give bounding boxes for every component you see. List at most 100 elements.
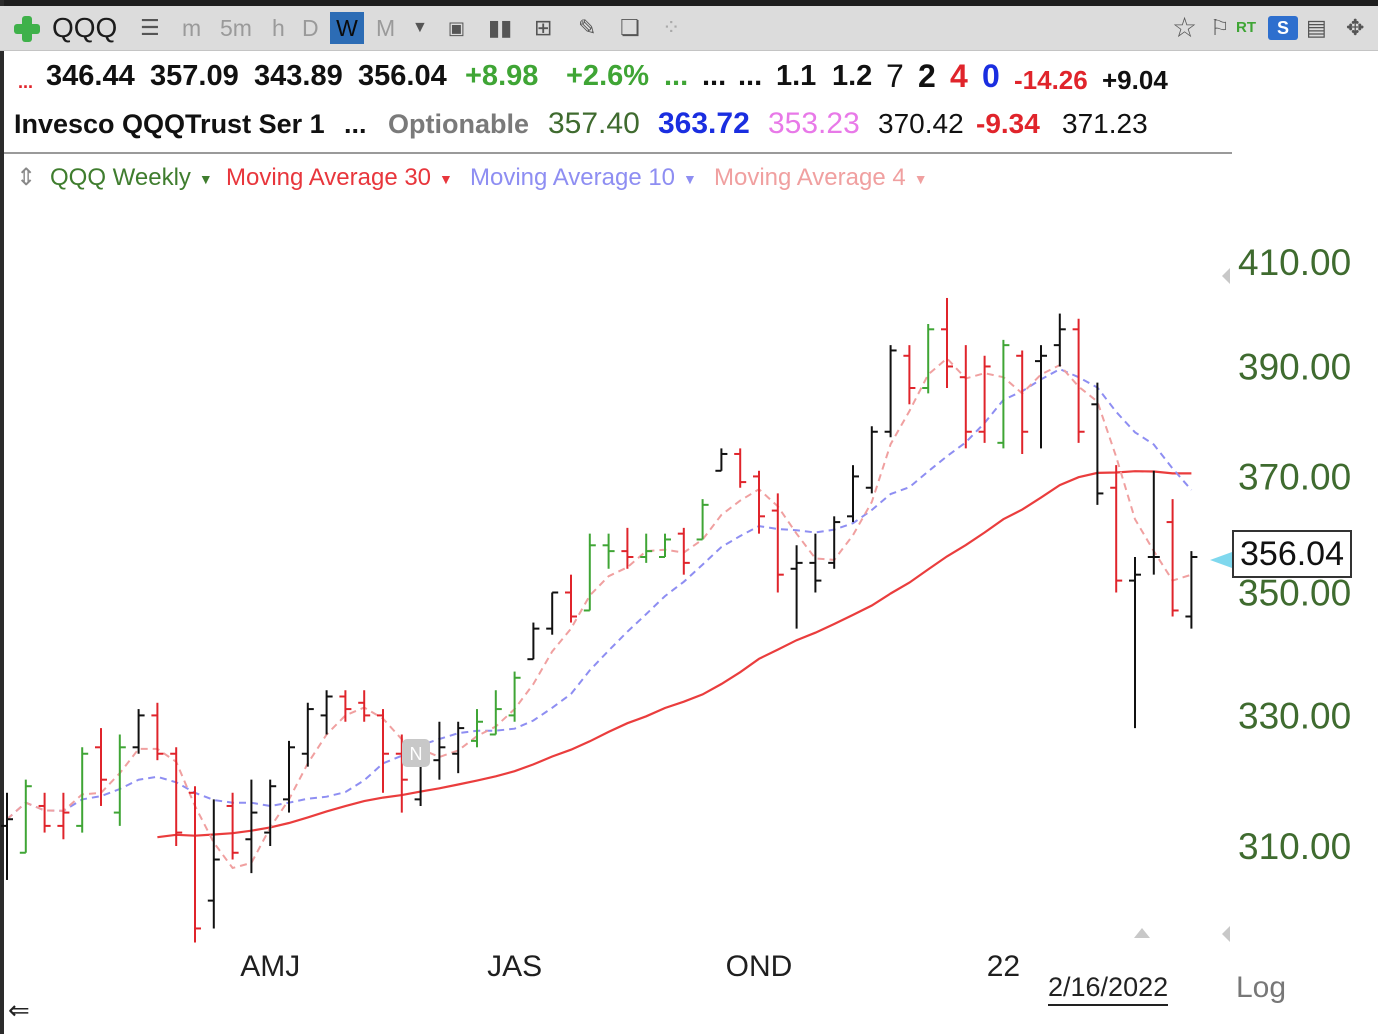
ohlc-bar: [640, 533, 653, 563]
interval-week[interactable]: W: [330, 12, 364, 44]
quote-change: +8.98: [465, 60, 539, 92]
interval-day[interactable]: D: [302, 15, 319, 41]
ohlc-bar: [527, 622, 540, 661]
ohlc-bar: [941, 297, 953, 388]
ohlc-bar: [1091, 382, 1104, 505]
y-tick-label: 310.00: [1238, 826, 1351, 867]
ohlc-bar: [997, 339, 1010, 449]
list-icon[interactable]: ☰: [140, 15, 160, 40]
info-row: Invesco QQQTrust Ser 1 ... Optionable 35…: [0, 104, 1230, 146]
ohlc-bar: [903, 345, 916, 405]
ohlc-bar: [847, 465, 859, 523]
ohlc-bar: [1166, 499, 1179, 617]
quote-val3: -14.26: [1014, 65, 1088, 95]
interval-minute[interactable]: m: [182, 15, 202, 41]
save-icon[interactable]: ▤: [1306, 15, 1327, 40]
ohlc-bar: [753, 470, 765, 534]
share-icon[interactable]: ⁘: [662, 15, 681, 40]
pencil-icon[interactable]: ✎: [578, 15, 597, 40]
chevron-down-icon: ▼: [683, 170, 697, 187]
ohlc-bar: [828, 516, 841, 569]
grid-add-icon[interactable]: ⊞: [534, 15, 553, 40]
chart-type-icon[interactable]: ▣: [448, 18, 466, 38]
quote-val4: +9.04: [1102, 65, 1168, 95]
ohlc-bar: [151, 702, 164, 761]
ohlc-bar: [264, 779, 277, 846]
legend-ma10-label: Moving Average 10: [470, 164, 676, 191]
ohlc-bar: [113, 734, 126, 826]
realtime-badge[interactable]: RT: [1236, 19, 1256, 36]
chevron-down-icon[interactable]: ▼: [412, 19, 428, 36]
ohlc-bar: [452, 721, 465, 774]
quote-high: 357.09: [150, 60, 239, 92]
flag-icon[interactable]: ⚐: [1210, 15, 1230, 40]
quote-low: 343.89: [254, 60, 343, 92]
ohlc-bar: [583, 533, 596, 612]
symbol-label[interactable]: QQQ: [52, 12, 118, 43]
info-v1: 357.40: [548, 107, 640, 140]
log-scale-toggle[interactable]: Log: [1236, 971, 1287, 1004]
interval-hour[interactable]: h: [272, 15, 285, 41]
ohlc-bar: [1185, 551, 1198, 629]
move-icon[interactable]: ✥: [1346, 15, 1365, 40]
add-symbol-icon[interactable]: [12, 6, 42, 50]
ohlc-bar: [358, 690, 371, 722]
ohlc-bar: [170, 747, 183, 846]
ohlc-bar: [132, 709, 145, 754]
ohlc-bar: [1110, 465, 1123, 593]
scroll-back-icon[interactable]: ⇐: [8, 995, 30, 1025]
legend-ma30-label: Moving Average 30: [226, 164, 432, 191]
scroll-up-icon[interactable]: [1222, 268, 1230, 284]
y-tick-label: 410.00: [1238, 242, 1351, 283]
legend-ma4[interactable]: Moving Average 4 ▼: [714, 160, 928, 197]
pan-arrow-icon[interactable]: [1134, 928, 1150, 938]
legend-series[interactable]: QQQ Weekly ▼: [50, 160, 213, 197]
event-marker[interactable]: N: [402, 739, 430, 767]
reorder-icon[interactable]: ⇕: [16, 164, 37, 191]
quote-ellipsis: ...: [18, 72, 34, 92]
last-price-label: 356.04: [1232, 530, 1352, 578]
interval-month[interactable]: M: [376, 15, 396, 41]
interval-5min[interactable]: 5m: [220, 15, 252, 41]
info-ellipsis: ...: [344, 109, 367, 139]
quote-count-a: 7: [886, 58, 904, 94]
ohlc-bar: [978, 355, 991, 443]
ohlc-bar: [959, 345, 972, 449]
ohlc-bar: [734, 448, 747, 488]
ohlc-bar: [508, 671, 521, 722]
ma30-line: [157, 470, 1192, 839]
scan-button[interactable]: S: [1268, 16, 1298, 40]
ohlc-bar: [433, 721, 446, 780]
last-price-arrow-icon: [1210, 552, 1232, 568]
ohlc-bar: [76, 747, 89, 833]
ohlc-bar: [771, 493, 784, 593]
moving-averages: [6, 357, 1193, 870]
quote-count-b: 2: [918, 58, 936, 94]
date-label[interactable]: 2/16/2022: [1048, 970, 1169, 1006]
scroll-left-icon[interactable]: [1222, 926, 1230, 942]
ohlc-bar: [1129, 556, 1141, 729]
x-tick-label: 22: [987, 950, 1020, 983]
y-tick-label: 330.00: [1238, 695, 1351, 736]
security-name: Invesco QQQTrust Ser 1: [14, 109, 325, 139]
quote-dots-3: ...: [738, 60, 763, 92]
ohlc-bar: [283, 740, 295, 813]
note-icon[interactable]: ❏: [620, 15, 640, 40]
chevron-down-icon: ▼: [913, 170, 928, 187]
x-tick-label: AMJ: [240, 950, 300, 983]
ohlc-bar: [602, 533, 615, 569]
legend-ma10[interactable]: Moving Average 10 ▼: [470, 160, 697, 197]
ohlc-bar: [1053, 313, 1066, 367]
ohlc-bar: [1035, 345, 1047, 449]
star-icon[interactable]: ☆: [1172, 12, 1198, 43]
info-v5: -9.34: [976, 108, 1040, 139]
ohlc-bar: [339, 690, 352, 722]
ohlc-bar: [471, 709, 483, 748]
quote-dots-1: ...: [664, 60, 689, 92]
ohlc-bar: [38, 792, 51, 833]
legend-ma30[interactable]: Moving Average 30 ▼: [226, 160, 453, 197]
ohlc-bar: [1147, 470, 1160, 575]
ohlc-bar: [809, 533, 822, 593]
bar-chart-icon[interactable]: ▮▮: [488, 15, 513, 40]
